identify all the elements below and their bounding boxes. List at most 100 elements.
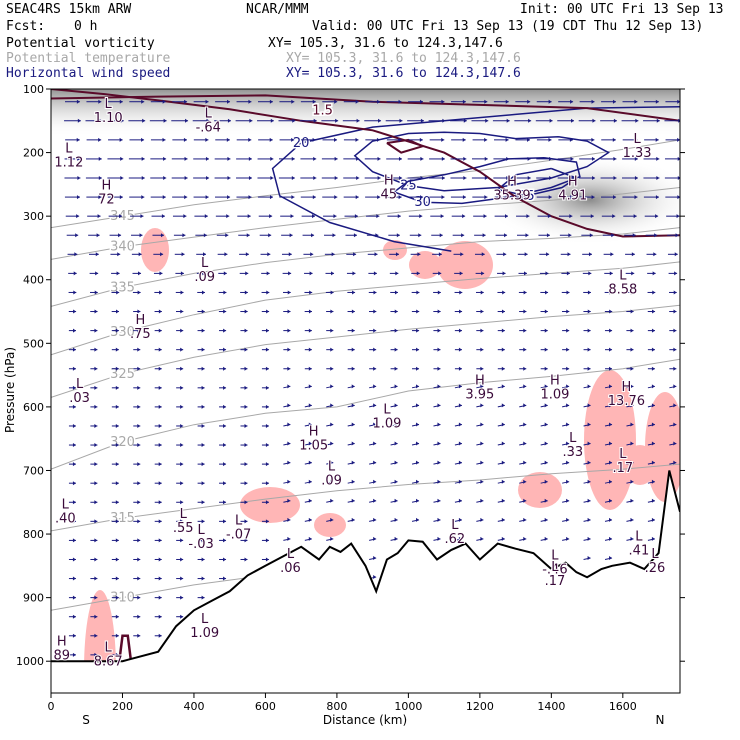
wind-vector [257,176,274,181]
wind-vector-head [265,347,269,352]
wind-vector [347,384,355,389]
wind-vector-head [180,423,184,428]
wind-vector-head [94,404,98,409]
wind-vector [176,557,184,562]
pv-extremum-type: L [62,498,70,513]
wind-vector [626,366,634,371]
wind-vector-head [158,557,162,562]
wind-vector-head [630,536,634,541]
wind-vector [540,347,548,352]
wind-vector-head [630,517,634,522]
wind-vector [604,479,613,484]
wind-vector-head [373,517,377,522]
pv-extremum-value: -.46 [542,562,567,577]
wind-vector-head [266,309,270,314]
wind-vector-head [523,403,527,408]
wind-vector-head [116,290,120,295]
wind-vector [622,156,638,161]
wind-vector-head [119,137,123,142]
wind-vector [518,290,527,295]
wind-vector [433,460,441,465]
wind-vector [90,538,98,543]
wind-vector [66,233,79,238]
x-tick-label: 0 [48,700,55,713]
pv-extremum: L1.09 [189,611,220,642]
wind-vector [192,118,210,123]
wind-vector-head [570,156,574,161]
wind-vector [473,214,487,219]
wind-vector-head [501,422,505,427]
field-2-xy: XY= 105.3, 31.6 to 124.3,147.6 [286,51,521,66]
wind-vector [364,156,381,161]
pv-extremum: L.17 [611,446,634,477]
wind-vector-head [95,252,99,257]
wind-vector [410,252,421,257]
wind-vector [497,271,506,276]
wind-vector [68,557,76,562]
wind-vector [67,252,78,257]
wind-vector-head [94,519,98,524]
wind-vector-head [501,347,505,352]
wind-vector [261,500,269,505]
wind-vector [604,403,613,408]
wind-vector [303,252,314,257]
pv-extremum: L.09 [193,255,216,286]
wind-vector [454,536,463,541]
wind-vector-head [523,441,527,446]
wind-vector-head [526,214,530,219]
wind-vector [171,176,188,181]
wind-vector [111,347,119,352]
wind-vector [369,422,377,427]
wind-vector [283,479,291,484]
wind-vector-head [674,252,678,257]
wind-vector-head [158,633,162,638]
wind-vector [668,290,677,295]
wind-vector-head [630,290,634,295]
wind-vector-head [115,481,119,486]
wind-vector [386,137,402,142]
wind-vector [343,156,360,161]
wind-vector-head [523,517,527,522]
wind-vector-head [118,233,122,238]
wind-vector [497,536,505,541]
wind-vector [625,252,635,257]
wind-vector [175,271,184,276]
wind-vector [215,214,230,219]
wind-vector [474,233,486,238]
wind-vector [301,214,316,219]
wind-vector-head [419,137,423,142]
pv-extremum-value: 72 [98,192,115,207]
wind-vector [582,271,592,276]
wind-vector [111,481,119,486]
wind-vector [326,479,334,484]
wind-vector [128,176,145,181]
wind-vector-head [549,156,553,161]
wind-vector-head [244,443,248,448]
wind-vector-head [244,385,248,390]
wind-vector-head [587,290,591,295]
wind-vector [86,137,102,142]
wind-vector [240,423,248,428]
wind-vector [111,576,119,581]
wind-vector [558,195,574,200]
y-tick-label: 200 [23,147,44,160]
wind-vector-head [523,498,527,503]
pv-extremum-type: L [201,256,209,271]
wind-vector [133,347,141,352]
wind-vector [153,252,164,257]
wind-vector [451,137,466,142]
wind-vector [390,366,398,371]
wind-vector-head [416,347,420,352]
wind-vector [626,536,634,541]
wind-vector [128,118,146,123]
wind-vector-head [394,384,398,389]
wind-vector-head [437,328,441,333]
wind-vector-head [137,614,141,619]
wind-vector-head [226,214,230,219]
wind-vector [196,252,206,257]
pv-extremum-type: L [551,560,559,575]
wind-vector-head [544,403,548,408]
wind-vector [369,403,377,408]
wind-vector-head [206,118,210,123]
wind-vector [433,384,441,389]
